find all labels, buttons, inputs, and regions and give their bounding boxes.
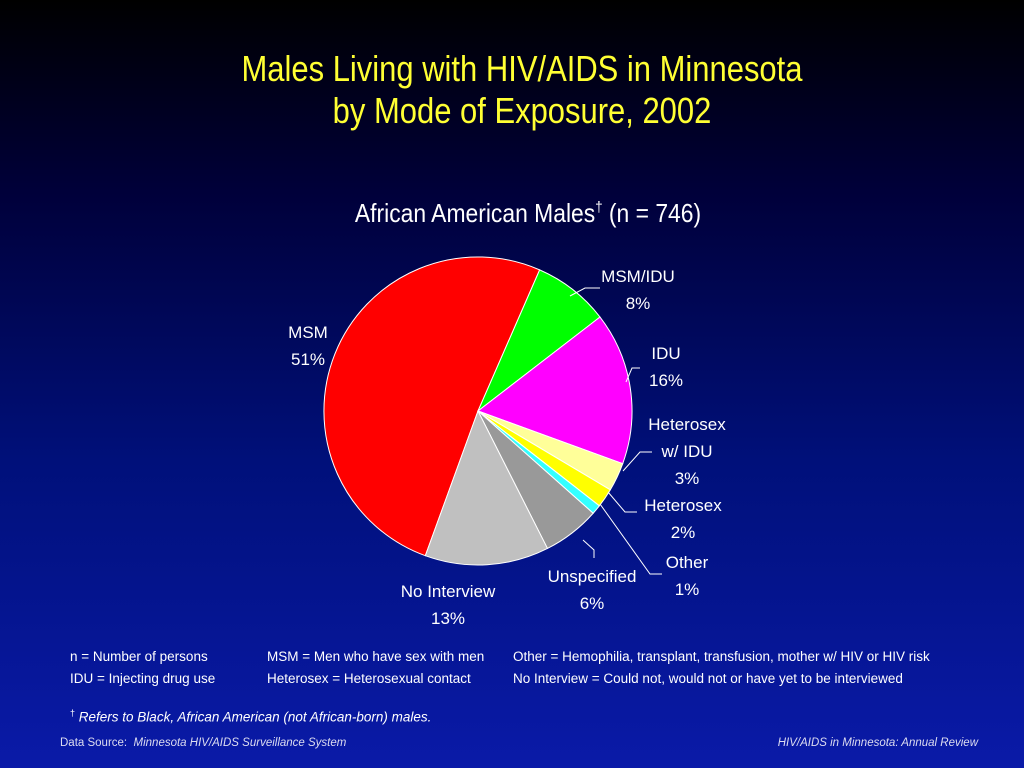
slice-label-other: Other 1%: [666, 553, 709, 599]
slice-percent-heterosex-w-idu: 3%: [675, 469, 700, 488]
chart-title: Males Living with HIV/AIDS in Minnesota …: [73, 48, 971, 132]
leader-line-unspecified: [582, 539, 595, 558]
slice-name-heterosex: Heterosex: [644, 496, 722, 515]
slice-name-idu: IDU: [651, 344, 680, 363]
pie-slice-idu: [476, 316, 633, 465]
source-name: Minnesota HIV/AIDS Surveillance System: [133, 737, 347, 749]
slice-label-heterosex-w-idu: Heterosex w/ IDU 3%: [648, 415, 726, 488]
slice-name-other: Other: [666, 553, 709, 572]
slice-name-heterosex-w-idu: w/ IDU: [661, 442, 713, 461]
legend-msm: MSM = Men who have sex with men: [267, 649, 485, 664]
subtitle-n: (n = 746): [602, 198, 702, 228]
slice-percent-other: 1%: [675, 580, 700, 599]
title-line-1: Males Living with HIV/AIDS in Minnesota: [241, 48, 803, 89]
slice-name-heterosex-w-idu: Heterosex: [648, 415, 726, 434]
legend-column-2: MSM = Men who have sex with men Heterose…: [267, 646, 484, 690]
chart-subtitle: African American Males† (n = 746): [63, 198, 992, 229]
legend-n: n = Number of persons: [70, 649, 208, 664]
leader-line-other: [599, 503, 662, 575]
legend-heterosex: Heterosex = Heterosexual contact: [267, 671, 471, 686]
slice-percent-idu: 16%: [649, 371, 683, 390]
legend-column-1: n = Number of persons IDU = Injecting dr…: [70, 646, 215, 690]
slice-label-heterosex: Heterosex 2%: [644, 496, 722, 542]
footnote-text: Refers to Black, African American (not A…: [78, 709, 432, 725]
slice-percent-unspecified: 6%: [580, 594, 605, 613]
data-source: Data Source: Minnesota HIV/AIDS Surveill…: [60, 737, 346, 749]
source-prefix: Data Source:: [60, 737, 128, 749]
leader-line-heterosex: [607, 491, 637, 513]
slice-percent-heterosex: 2%: [671, 523, 696, 542]
slice-percent-no-interview: 13%: [431, 609, 465, 628]
slice-name-no-interview: No Interview: [401, 582, 496, 601]
slice-label-no-interview: No Interview 13%: [401, 582, 496, 628]
leader-line-heterosex-w-idu: [622, 451, 652, 472]
pie-slice-msm: [323, 256, 541, 557]
footnote-dagger: †: [70, 708, 76, 718]
legend-idu: IDU = Injecting drug use: [70, 671, 216, 686]
legend-other: Other = Hemophilia, transplant, transfus…: [513, 649, 930, 664]
slice-label-unspecified: Unspecified 6%: [548, 567, 637, 613]
slice-name-unspecified: Unspecified: [548, 567, 637, 586]
slice-label-msm: MSM 51%: [288, 323, 328, 369]
leader-line-msm-idu: [569, 287, 600, 297]
subtitle-text: African American Males: [354, 198, 596, 228]
slice-percent-msm-idu: 8%: [626, 294, 651, 313]
pie-slice-no-interview: [424, 409, 549, 566]
title-line-2: by Mode of Exposure, 2002: [332, 90, 712, 131]
leader-line-idu: [625, 367, 640, 383]
slice-name-msm: MSM: [288, 323, 328, 342]
slice-label-msm-idu: MSM/IDU 8%: [601, 267, 675, 313]
slice-label-idu: IDU 16%: [649, 344, 683, 390]
slice-percent-msm: 51%: [291, 350, 325, 369]
report-name: HIV/AIDS in Minnesota: Annual Review: [777, 737, 978, 749]
subtitle-dagger: †: [595, 199, 603, 216]
footnote: † Refers to Black, African American (not…: [70, 708, 431, 725]
legend-no-interview: No Interview = Could not, would not or h…: [513, 671, 903, 686]
legend-column-3: Other = Hemophilia, transplant, transfus…: [513, 646, 930, 690]
slice-name-msm-idu: MSM/IDU: [601, 267, 675, 286]
